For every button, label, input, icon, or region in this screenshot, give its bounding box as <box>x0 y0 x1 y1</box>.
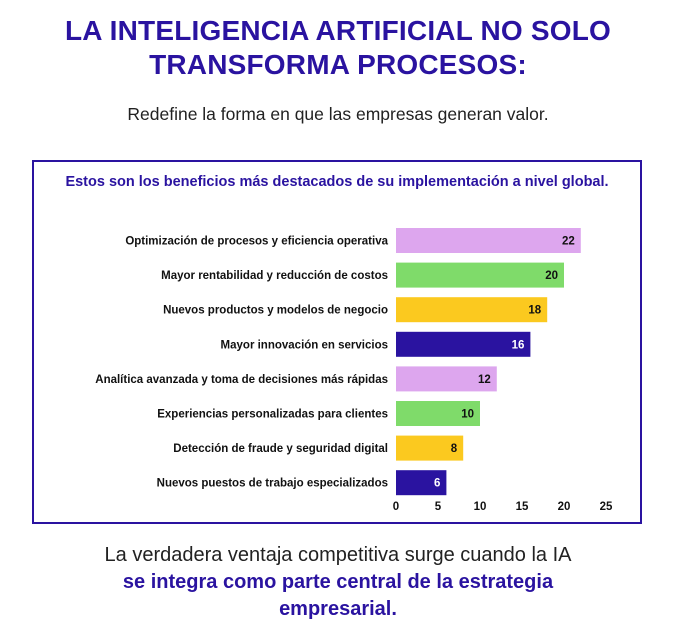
footer-emphasis: se integra como parte central de la estr… <box>122 571 554 620</box>
category-label: Mayor innovación en servicios <box>221 339 388 351</box>
category-label: Analítica avanzada y toma de decisiones … <box>95 374 388 386</box>
data-label: 16 <box>512 339 525 351</box>
category-label: Experiencias personalizadas para cliente… <box>157 409 388 421</box>
x-tick-label: 25 <box>600 501 613 513</box>
category-label: Nuevos productos y modelos de negocio <box>163 305 388 317</box>
page-subtitle: Redefine la forma en que las empresas ge… <box>127 104 549 124</box>
page-title: LA INTELIGENCIA ARTIFICIAL NO SOLO TRANS… <box>64 15 612 80</box>
bar <box>396 435 464 461</box>
x-tick-label: 5 <box>435 501 442 513</box>
data-label: 12 <box>478 374 491 386</box>
chart-title: Estos son los beneficios más destacados … <box>65 174 609 190</box>
bar <box>396 366 497 392</box>
bar <box>396 297 548 323</box>
bar-chart: Optimización de procesos y eficiencia op… <box>95 228 613 513</box>
bar <box>396 401 480 426</box>
footer-lead: La verdadera ventaja competitiva surge c… <box>104 544 572 566</box>
x-tick-label: 20 <box>558 501 571 513</box>
bar <box>396 470 447 496</box>
chart-panel <box>32 160 642 524</box>
category-label: Nuevos puestos de trabajo especializados <box>157 478 388 490</box>
data-label: 6 <box>434 478 440 490</box>
data-label: 10 <box>461 409 474 421</box>
category-label: Mayor rentabilidad y reducción de costos <box>161 270 388 282</box>
bar <box>396 331 531 357</box>
bar <box>396 228 581 253</box>
category-label: Detección de fraude y seguridad digital <box>173 443 388 455</box>
category-label: Optimización de procesos y eficiencia op… <box>125 236 388 248</box>
data-label: 18 <box>528 305 541 317</box>
x-tick-label: 15 <box>516 501 529 513</box>
bar <box>396 262 564 288</box>
footer-message: La verdadera ventaja competitiva surge c… <box>0 542 676 623</box>
data-label: 22 <box>562 236 575 248</box>
data-label: 8 <box>451 443 458 455</box>
data-label: 20 <box>545 270 558 282</box>
x-tick-label: 0 <box>393 501 399 513</box>
x-tick-label: 10 <box>474 501 487 513</box>
